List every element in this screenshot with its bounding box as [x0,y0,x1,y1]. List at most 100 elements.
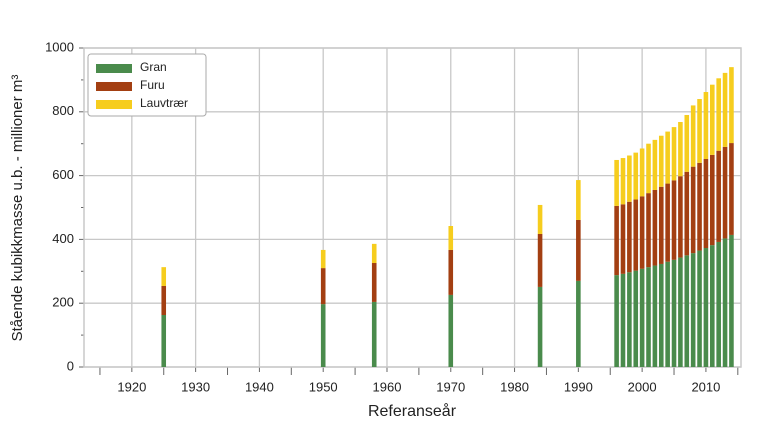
bar-segment [697,162,702,251]
bar-segment [576,180,581,220]
bar-segment [646,267,651,367]
bar-segment [703,159,709,249]
x-tick-label: 1960 [373,379,402,394]
y-tick-label: 800 [52,103,74,118]
bar-segment [537,204,543,234]
bar-segment [709,84,715,155]
bar-segment [703,92,709,160]
bar-segment [646,193,651,268]
bar-segment [620,273,626,367]
bar-segment [716,78,721,151]
legend-swatch [96,100,132,109]
x-tick-label: 1930 [181,379,210,394]
bar-segment [371,301,377,367]
bar-segment [652,265,658,367]
x-tick-label: 1950 [309,379,338,394]
bar-segment [614,205,619,276]
bar-segment [722,72,728,147]
bar-segment [627,155,632,202]
bar-segment [678,122,683,177]
bar-segment [729,143,734,235]
bar-segment [537,233,543,287]
bar-segment [627,272,632,367]
bar-segment [639,148,645,197]
x-axis-label: Referanseår [368,402,457,420]
bar-segment [716,150,721,242]
bar-segment [371,243,377,264]
bar-segment [614,159,619,206]
y-tick-label: 0 [67,358,74,373]
bar-segment [709,245,715,367]
bar-segment [537,286,543,367]
bar-segment [620,204,626,274]
y-axis-label: Stående kubikkmasse u.b. - millioner m³ [9,75,26,342]
bar-segment [161,267,167,286]
bar-segment [658,135,664,187]
bar-segment [665,183,670,262]
bar-segment [665,261,670,367]
y-tick-label: 400 [52,231,74,246]
bar-segment [646,143,651,194]
bar-segment [671,127,677,181]
x-tick-label: 1970 [436,379,465,394]
bar-segment [161,285,167,316]
bar-segment [633,152,639,200]
x-tick-label: 1940 [245,379,274,394]
bar-segment [703,248,709,367]
bar-segment [690,253,696,367]
bar-segment [678,176,683,258]
bar-segment [576,280,581,367]
y-tick-label: 1000 [45,39,74,54]
bar-segment [658,263,664,367]
bar-segment [684,171,690,256]
bar-segment [690,105,696,167]
bar-segment [678,257,683,367]
bar-segment [576,219,581,281]
bar-segment [614,275,619,367]
bar-segment [722,146,728,239]
bar-segment [448,249,454,295]
bar-segment [448,294,454,367]
y-tick-label: 600 [52,167,74,182]
bar-segment [722,238,728,367]
bar-segment [729,234,734,367]
x-tick-label: 2010 [691,379,720,394]
bar-segment [627,201,632,273]
bar-segment [658,186,664,264]
bar-segment [716,241,721,367]
bar-segment [697,99,702,163]
bar-segment [633,270,639,367]
bar-segment [161,315,167,367]
legend-swatch [96,82,132,91]
bar-segment [652,189,658,266]
bar-segment [371,263,377,302]
x-tick-label: 1920 [117,379,146,394]
bar-segment [729,67,734,144]
bar-segment [620,158,626,205]
legend-swatch [96,64,132,73]
bar-segment [639,268,645,367]
bar-segment [671,259,677,367]
bar-segment [665,131,670,184]
bar-segment [697,250,702,367]
bar-segment [448,226,454,250]
bar-segment [709,154,715,246]
bar-segment [690,166,696,254]
legend-label: Lauvtrær [140,96,188,110]
bar-segment [320,268,326,305]
bar-segment [320,249,326,269]
bar-segment [684,114,690,172]
x-tick-label: 2000 [628,379,657,394]
plot-frame [83,47,742,368]
bar-segment [633,199,639,271]
x-tick-label: 1980 [500,379,529,394]
bar-segment [652,139,658,190]
x-tick-label: 1990 [564,379,593,394]
legend-label: Gran [140,60,167,74]
bar-segment [684,255,690,367]
bar-segment [671,180,677,260]
legend-label: Furu [140,78,165,92]
bar-segment [320,304,326,367]
bar-segment [639,196,645,269]
